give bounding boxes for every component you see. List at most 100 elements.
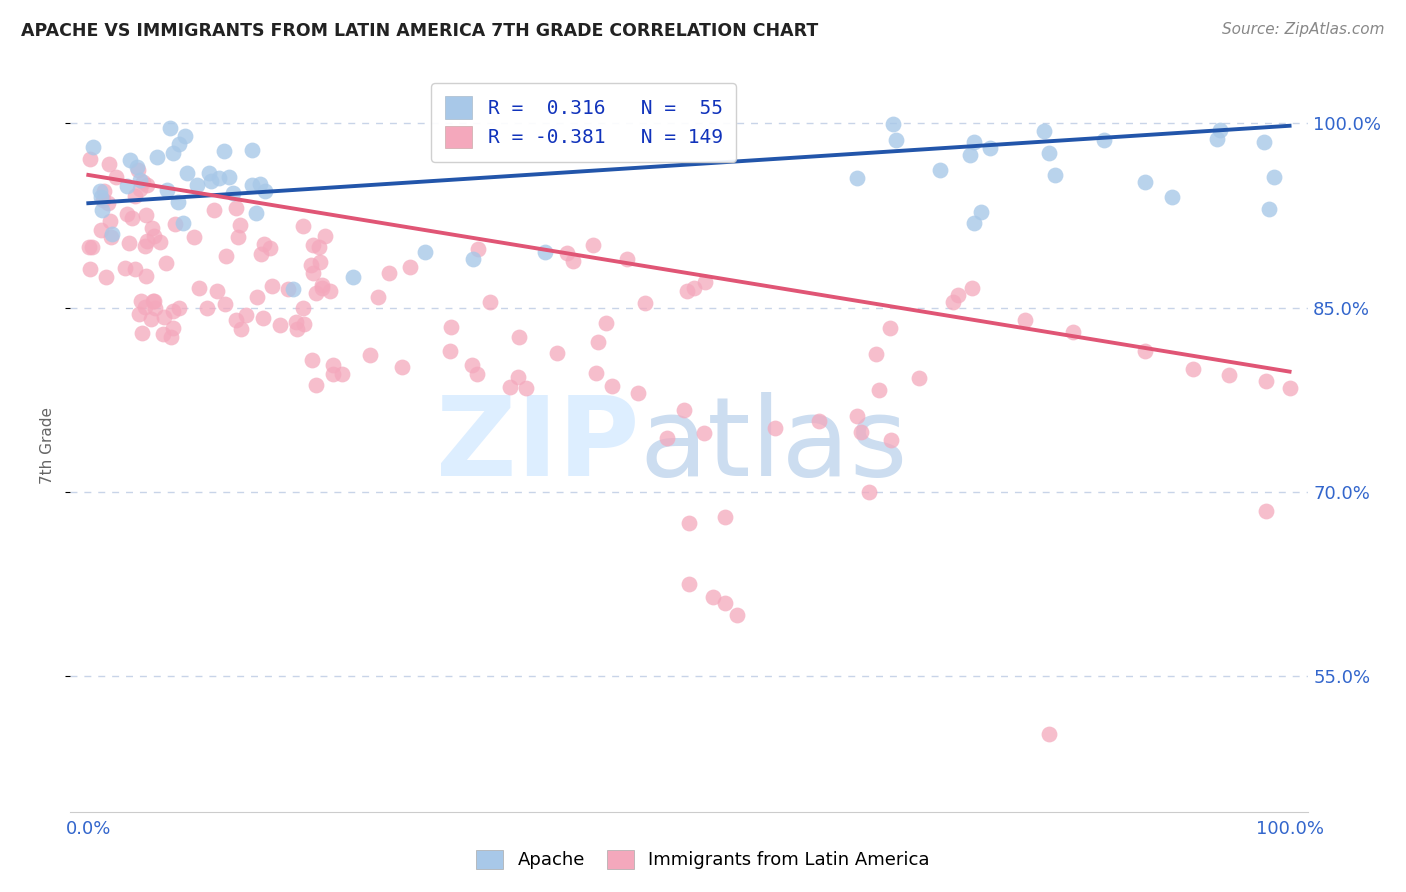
Point <box>946 288 969 302</box>
Point <box>225 313 247 327</box>
Point <box>186 178 208 192</box>
Point <box>865 346 887 360</box>
Point <box>269 318 291 332</box>
Point <box>135 178 157 193</box>
Point <box>259 241 281 255</box>
Point <box>127 162 149 177</box>
Point <box>460 358 482 372</box>
Point <box>240 178 263 193</box>
Point <box>342 270 364 285</box>
Point <box>682 281 704 295</box>
Point <box>508 330 530 344</box>
Point <box>159 329 181 343</box>
Point <box>391 360 413 375</box>
Point <box>118 153 141 167</box>
Point <box>693 425 716 440</box>
Point <box>162 145 184 160</box>
Point <box>467 242 489 256</box>
Point <box>141 293 163 308</box>
Point <box>131 326 153 340</box>
Point <box>1038 146 1060 161</box>
Point <box>616 252 638 267</box>
Point <box>135 234 157 248</box>
Point <box>250 247 273 261</box>
Point <box>557 246 579 260</box>
Point <box>215 249 238 263</box>
Point <box>100 230 122 244</box>
Point <box>93 185 115 199</box>
Point <box>884 133 907 147</box>
Point <box>240 143 263 157</box>
Point <box>478 294 501 309</box>
Point <box>586 335 609 350</box>
Point <box>98 157 121 171</box>
Point <box>315 228 337 243</box>
Point <box>1014 313 1036 327</box>
Point <box>115 178 138 193</box>
Point <box>163 217 186 231</box>
Point <box>655 431 678 445</box>
Point <box>508 370 530 384</box>
Point <box>142 293 165 308</box>
Point <box>253 237 276 252</box>
Point <box>1043 168 1066 182</box>
Point <box>763 421 786 435</box>
Point <box>187 281 209 295</box>
Point <box>318 284 340 298</box>
Point <box>162 304 184 318</box>
Point <box>678 516 700 530</box>
Point <box>1209 122 1232 136</box>
Point <box>1135 343 1157 358</box>
Point <box>101 227 124 241</box>
Point <box>367 290 389 304</box>
Point <box>880 434 903 448</box>
Point <box>205 284 228 298</box>
Point <box>702 590 724 604</box>
Point <box>970 204 993 219</box>
Point <box>246 290 269 304</box>
Point <box>461 252 484 266</box>
Point <box>305 285 328 300</box>
Point <box>169 301 191 315</box>
Point <box>1254 375 1277 389</box>
Point <box>311 277 333 292</box>
Point <box>634 296 657 310</box>
Point <box>499 379 522 393</box>
Point <box>281 282 304 296</box>
Point <box>222 186 245 200</box>
Text: atlas: atlas <box>640 392 908 500</box>
Point <box>228 218 250 232</box>
Point <box>1038 727 1060 741</box>
Point <box>846 171 869 186</box>
Point <box>330 367 353 381</box>
Point <box>226 230 249 244</box>
Point <box>129 173 152 187</box>
Point <box>79 261 101 276</box>
Point <box>378 266 401 280</box>
Point <box>533 245 555 260</box>
Point <box>678 577 700 591</box>
Point <box>90 223 112 237</box>
Point <box>582 238 605 252</box>
Point <box>153 310 176 324</box>
Point <box>413 245 436 260</box>
Point <box>152 326 174 341</box>
Point <box>89 184 111 198</box>
Point <box>146 150 169 164</box>
Point <box>676 285 699 299</box>
Point <box>359 348 381 362</box>
Point <box>167 137 190 152</box>
Point <box>302 238 325 252</box>
Point <box>252 310 274 325</box>
Point <box>1218 368 1240 383</box>
Point <box>141 221 163 235</box>
Point <box>398 260 420 274</box>
Point <box>128 182 150 196</box>
Point <box>299 258 322 272</box>
Point <box>963 216 986 230</box>
Point <box>585 367 607 381</box>
Point <box>124 189 146 203</box>
Point <box>626 385 648 400</box>
Point <box>245 206 267 220</box>
Point <box>79 153 101 167</box>
